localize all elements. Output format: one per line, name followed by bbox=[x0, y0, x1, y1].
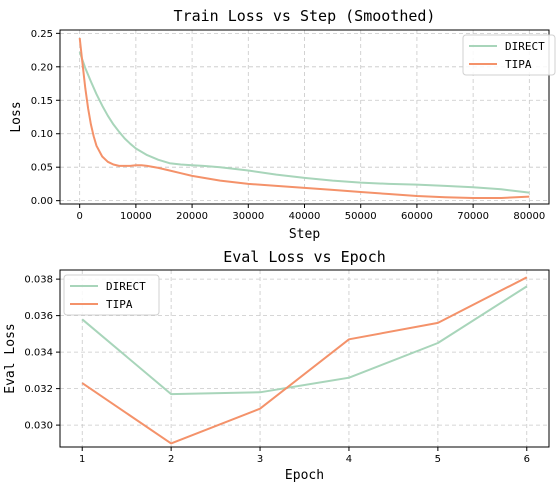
x-tick-label: 6 bbox=[524, 454, 530, 465]
x-tick-label: 3 bbox=[257, 454, 263, 465]
y-tick-label: 0.034 bbox=[24, 348, 53, 359]
plot-frame bbox=[59, 269, 550, 448]
x-tick-label: 10000 bbox=[120, 211, 152, 222]
y-tick-label: 0.032 bbox=[24, 384, 53, 395]
series-line-tipa bbox=[78, 37, 530, 199]
chart-title: Train Loss vs Step (Smoothed) bbox=[174, 7, 436, 25]
train-loss-panel: 0 10000 20000 30000 40000 50000 60000 70000 8000… bbox=[9, 7, 556, 242]
x-tick-label: 70000 bbox=[457, 211, 489, 222]
y-tick-label: 0.00 bbox=[31, 196, 53, 207]
series-line-direct bbox=[78, 51, 530, 194]
legend-label-tipa: TIPA bbox=[106, 298, 133, 311]
series-line-direct bbox=[81, 285, 528, 396]
legend-label-tipa: TIPA bbox=[505, 58, 532, 71]
y-axis-label: Eval Loss bbox=[3, 323, 18, 393]
x-tick-label: 30000 bbox=[232, 211, 264, 222]
chart-title: Eval Loss vs Epoch bbox=[223, 248, 386, 266]
x-axis-label: Step bbox=[289, 227, 320, 242]
legend-label-direct: DIRECT bbox=[505, 40, 545, 53]
y-tick-label: 0.038 bbox=[24, 275, 53, 286]
x-tick-label: 40000 bbox=[289, 211, 321, 222]
y-tick-label: 0.05 bbox=[31, 163, 53, 174]
x-tick-label: 80000 bbox=[513, 211, 545, 222]
y-axis-label: Loss bbox=[9, 101, 24, 132]
x-tick-label: 5 bbox=[435, 454, 441, 465]
x-tick-label: 2 bbox=[168, 454, 174, 465]
x-tick-label: 0 bbox=[76, 211, 82, 222]
x-tick-label: 4 bbox=[346, 454, 352, 465]
legend-label-direct: DIRECT bbox=[106, 280, 146, 293]
eval-loss-panel: 1 2 3 4 5 6 0.030 0.032 0.034 0.036 0.038 Eval Loss… bbox=[3, 248, 550, 483]
y-tick-label: 0.25 bbox=[31, 29, 53, 40]
y-tick-label: 0.20 bbox=[31, 62, 53, 73]
x-tick-label: 50000 bbox=[345, 211, 377, 222]
x-axis-label: Epoch bbox=[285, 468, 324, 483]
y-tick-label: 0.15 bbox=[31, 96, 53, 107]
x-tick-label: 1 bbox=[79, 454, 85, 465]
y-tick-label: 0.10 bbox=[31, 129, 53, 140]
y-tick-label: 0.036 bbox=[24, 311, 53, 322]
y-tick-label: 0.030 bbox=[24, 421, 53, 432]
x-tick-label: 60000 bbox=[401, 211, 433, 222]
series-line-tipa bbox=[81, 276, 528, 445]
x-tick-label: 20000 bbox=[176, 211, 208, 222]
